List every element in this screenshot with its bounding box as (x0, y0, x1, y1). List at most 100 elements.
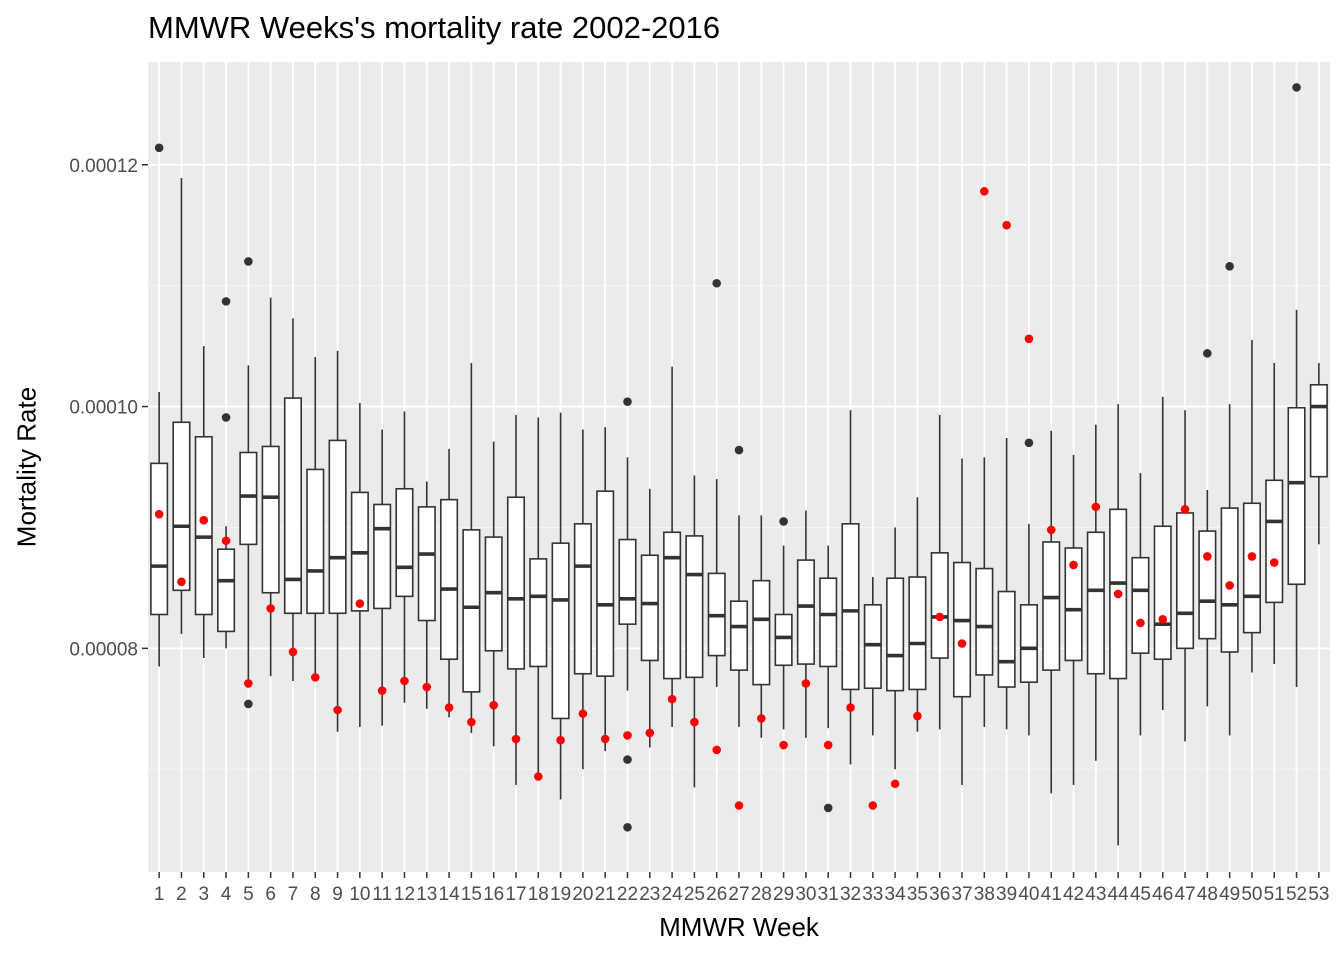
box-week-28 (752, 515, 771, 738)
box-week-3 (194, 346, 213, 659)
x-tick-label: 44 (1108, 884, 1130, 905)
x-tick-label: 1 (154, 884, 165, 905)
box-week-33 (863, 577, 882, 810)
outlier-point (623, 755, 632, 764)
box-week-27 (729, 445, 749, 810)
x-tick-label: 40 (1018, 884, 1039, 905)
x-tick-label: 11 (372, 884, 392, 905)
y-tick-label: 0.00012 (69, 156, 138, 177)
outlier-point (1203, 349, 1212, 358)
highlight-point (957, 639, 967, 648)
box-week-34 (886, 527, 905, 789)
highlight-point (1136, 618, 1145, 628)
x-tick-label: 37 (951, 884, 972, 905)
box-iqr (1287, 406, 1306, 586)
x-axis-title: MMWR Week (659, 912, 819, 942)
box-iqr (1242, 502, 1261, 634)
box-iqr (1131, 556, 1150, 654)
y-axis: 0.00008 0.00010 0.00012 (69, 156, 148, 660)
x-tick-label: 24 (662, 884, 684, 905)
box-week-53 (1309, 363, 1328, 545)
box-week-32 (841, 410, 860, 765)
box-iqr (551, 542, 570, 720)
x-tick-label: 38 (974, 884, 995, 905)
box-week-31 (819, 545, 838, 813)
box-week-16 (484, 441, 503, 747)
box-week-35 (908, 497, 927, 732)
box-week-7 (283, 318, 303, 681)
box-week-4 (217, 297, 236, 649)
x-tick-label: 25 (684, 884, 705, 905)
box-week-46 (1153, 396, 1172, 710)
highlight-point (801, 679, 811, 688)
box-week-9 (328, 350, 347, 732)
x-tick-label: 49 (1219, 884, 1240, 905)
x-tick-label: 36 (929, 884, 950, 905)
highlight-point (533, 772, 543, 781)
x-tick-label: 26 (706, 884, 727, 905)
box-week-22 (618, 397, 637, 832)
highlight-point (266, 604, 275, 613)
x-tick-label: 29 (773, 884, 794, 905)
highlight-point (1225, 581, 1234, 590)
highlight-point (823, 740, 833, 750)
outlier-point (1225, 262, 1234, 271)
chart-title: MMWR Weeks's mortality rate 2002-2016 (148, 10, 721, 45)
box-week-30 (796, 510, 815, 738)
outlier-point (1024, 438, 1034, 448)
box-iqr (1220, 507, 1239, 653)
highlight-point (400, 676, 409, 686)
highlight-point (645, 728, 655, 738)
highlight-point (511, 734, 521, 744)
x-tick-label: 9 (332, 884, 343, 905)
x-tick-label: 35 (907, 884, 928, 905)
box-week-20 (573, 429, 592, 770)
x-tick-label: 51 (1264, 884, 1285, 905)
outlier-point (221, 413, 231, 422)
box-iqr (841, 523, 860, 691)
box-iqr (618, 538, 637, 625)
highlight-point (244, 679, 253, 688)
box-iqr (1175, 512, 1195, 650)
x-tick-label: 50 (1241, 884, 1262, 905)
x-axis: 1 2 3 4 5 6 7 8 9 10 11 12 13 14 15 16 17 18 19 20 21 22 23 24 2… (154, 872, 1329, 905)
box-week-41 (1042, 430, 1061, 794)
box-week-51 (1265, 363, 1284, 665)
outlier-point (154, 143, 164, 153)
box-iqr (819, 577, 838, 668)
box-iqr (150, 462, 169, 616)
highlight-point (154, 509, 164, 519)
box-iqr (239, 451, 258, 546)
highlight-point (600, 734, 610, 744)
highlight-point (333, 705, 342, 715)
x-tick-label: 46 (1152, 884, 1173, 905)
box-week-13 (417, 481, 436, 709)
box-iqr (930, 552, 949, 659)
box-week-5 (239, 257, 258, 709)
x-tick-label: 13 (416, 884, 437, 905)
highlight-point (310, 673, 320, 682)
box-iqr (1309, 383, 1328, 478)
box-week-36 (930, 415, 949, 730)
highlight-point (712, 745, 721, 755)
x-tick-label: 34 (885, 884, 907, 905)
x-tick-label: 42 (1063, 884, 1084, 905)
highlight-point (199, 515, 209, 525)
x-tick-label: 14 (439, 884, 461, 905)
x-tick-label: 41 (1041, 884, 1062, 905)
box-week-26 (707, 278, 726, 755)
box-week-49 (1220, 262, 1239, 736)
highlight-point (1269, 558, 1279, 567)
box-iqr (1198, 530, 1217, 640)
x-tick-label: 53 (1308, 884, 1329, 905)
highlight-point (1158, 615, 1168, 624)
box-iqr (373, 503, 392, 610)
box-iqr (261, 445, 280, 594)
x-tick-label: 48 (1197, 884, 1218, 905)
highlight-point (422, 682, 432, 692)
highlight-point (177, 577, 186, 587)
highlight-point (556, 735, 565, 745)
x-tick-label: 8 (310, 884, 321, 905)
x-tick-label: 4 (221, 884, 232, 905)
box-week-52 (1287, 83, 1306, 688)
